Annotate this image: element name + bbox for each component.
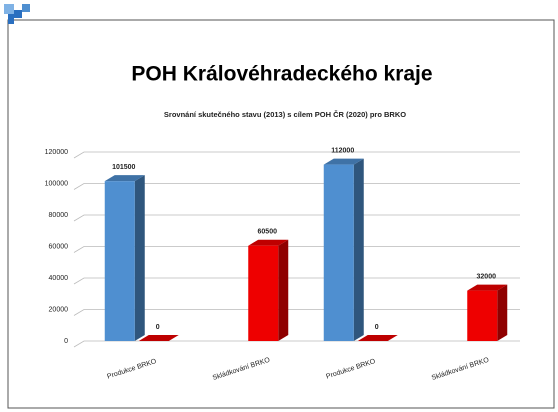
data-label: 101500 [112, 164, 135, 171]
y-tick-label: 120000 [45, 149, 68, 156]
bar-top [248, 239, 289, 246]
bar-side [353, 158, 364, 341]
slide-title: POH Královéhradeckého kraje [131, 63, 432, 86]
data-label: 32000 [477, 273, 497, 280]
data-label: 112000 [331, 147, 354, 154]
grid-line [73, 246, 520, 253]
bar-side [278, 239, 289, 341]
bar [323, 164, 354, 341]
y-tick-label: 40000 [49, 275, 69, 282]
data-label: 0 [156, 324, 160, 331]
bar [467, 290, 498, 341]
slide-frame [7, 19, 555, 409]
grid-line [73, 277, 520, 285]
y-tick-label: 100000 [45, 180, 68, 187]
bar-side [497, 284, 508, 341]
bar-top [467, 284, 508, 291]
bar-top [104, 175, 145, 182]
bar-top [138, 335, 179, 341]
chart-title: Srovnání skutečného stavu (2013) s cílem… [164, 110, 406, 119]
bar-side [134, 175, 145, 341]
y-tick-label: 20000 [49, 306, 69, 313]
data-label: 60500 [258, 229, 278, 236]
grid-line [73, 183, 520, 190]
slide-logo [4, 4, 30, 24]
y-tick-label: 80000 [49, 212, 69, 219]
bar-top [357, 335, 398, 341]
y-tick-label: 60000 [49, 243, 69, 250]
grid-line [73, 151, 520, 159]
grid-line [73, 309, 520, 316]
bar [104, 181, 135, 341]
y-tick-label: 0 [64, 338, 68, 345]
bar-top [323, 158, 364, 165]
grid-line [73, 214, 520, 222]
data-label: 0 [375, 324, 379, 331]
bar [248, 245, 279, 341]
